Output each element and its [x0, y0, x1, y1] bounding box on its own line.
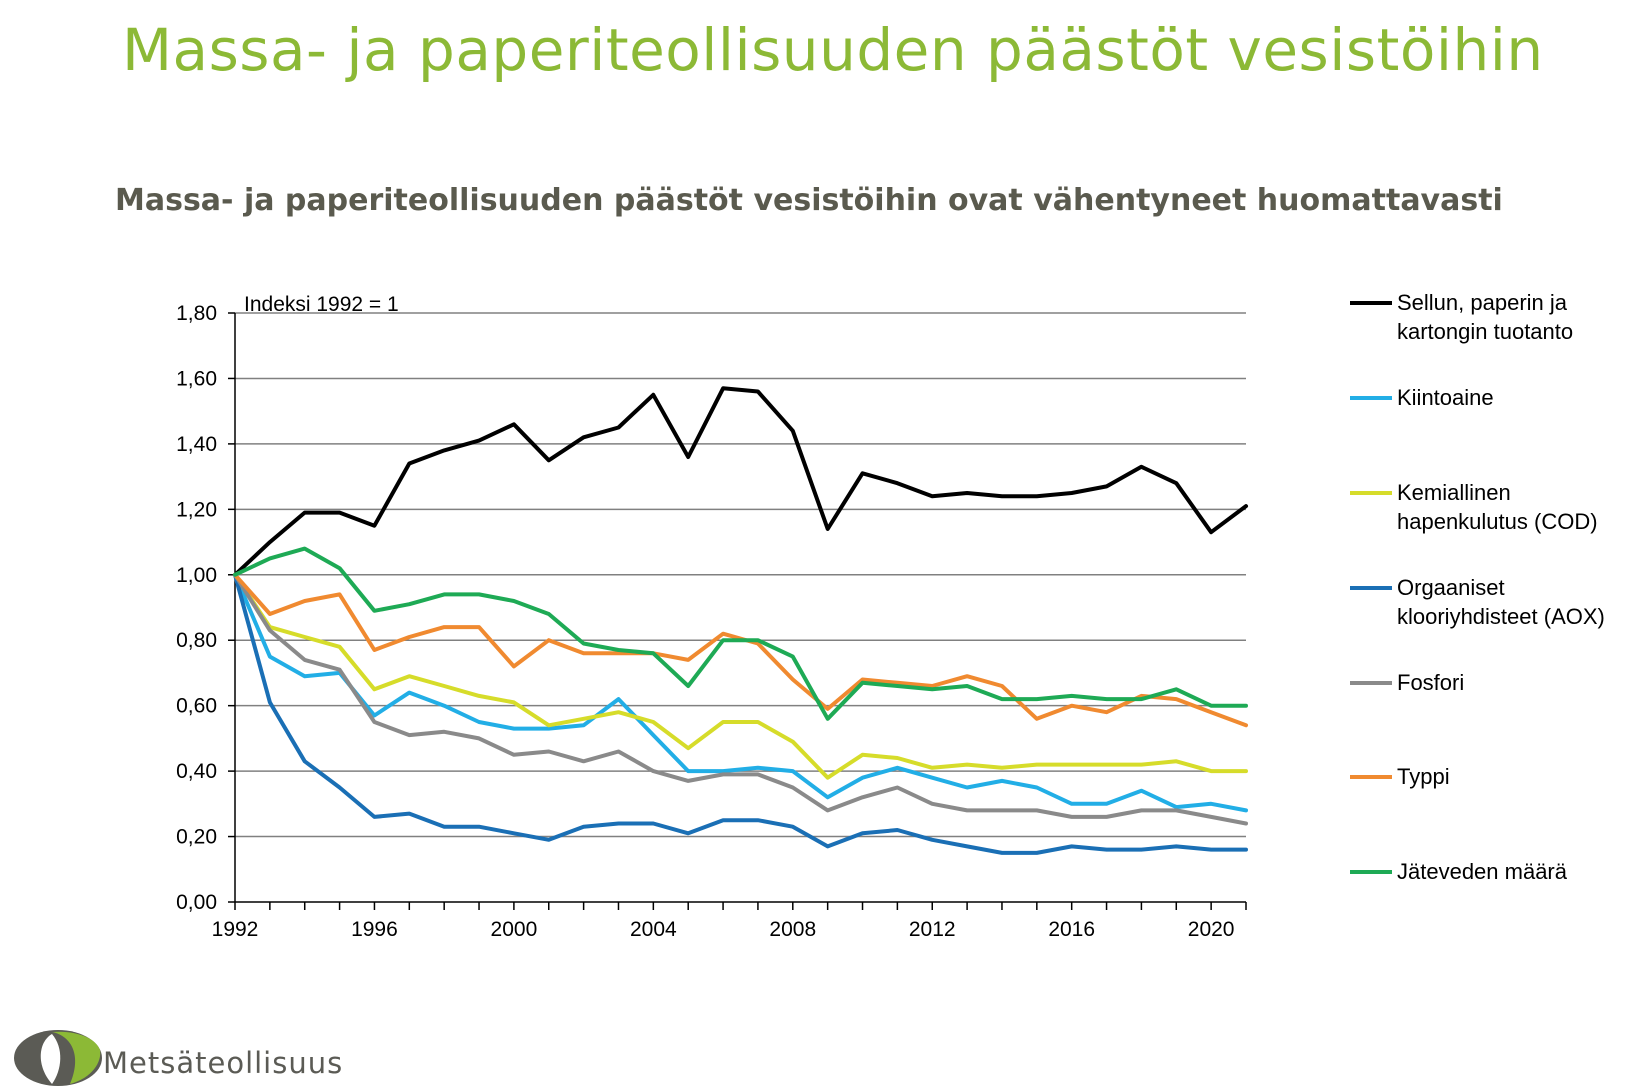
legend-label: Jäteveden määrä [1397, 859, 1568, 884]
x-tick-label: 2020 [1188, 918, 1235, 941]
x-tick-label: 2012 [909, 918, 956, 941]
emissions-line-chart: 0,00 0,20 0,40 0,60 0,80 1,00 1,20 1,40 1,60 1,80… [176, 290, 1605, 941]
y-tick-label: 0,60 [176, 695, 217, 718]
series-line [233, 572, 1248, 813]
legend-label: Kemiallinen [1397, 480, 1511, 505]
y-tick-label: 1,60 [176, 367, 217, 390]
logo-text: Metsäteollisuus [103, 1046, 344, 1080]
x-axis-tick-labels: 1992 1996 2000 2004 2008 2012 2016 2020 [212, 918, 1235, 941]
page-title: Massa- ja paperiteollisuuden päästöt ves… [122, 16, 1544, 84]
legend-label: Orgaaniset [1397, 575, 1505, 600]
y-tick-label: 1,40 [176, 433, 217, 456]
legend-label: kartongin tuotanto [1397, 319, 1573, 344]
series-line [233, 572, 1248, 728]
chart-gridlines [235, 312, 1246, 838]
y-tick-label: 1,80 [176, 302, 217, 325]
x-tick-label: 1996 [351, 918, 398, 941]
chart-series [233, 386, 1248, 855]
x-tick-label: 2004 [630, 918, 677, 941]
metsateollisuus-logo-icon [14, 1030, 102, 1086]
y-axis-tick-labels: 0,00 0,20 0,40 0,60 0,80 1,00 1,20 1,40 1,60 1,80 [176, 302, 217, 914]
legend-label: Typpi [1397, 764, 1450, 789]
chart-legend: Sellun, paperin ja kartongin tuotanto Kiin… [1350, 290, 1605, 884]
index-annotation: Indeksi 1992 = 1 [244, 293, 399, 316]
y-tick-label: 1,00 [176, 564, 217, 587]
x-tick-label: 2000 [491, 918, 538, 941]
y-tick-label: 0,80 [176, 629, 217, 652]
legend-label: Kiintoaine [1397, 385, 1494, 410]
x-tick-label: 1992 [212, 918, 259, 941]
y-tick-label: 1,20 [176, 498, 217, 521]
series-line [233, 546, 1248, 721]
legend-label: klooriyhdisteet (AOX) [1397, 604, 1605, 629]
series-line [233, 572, 1248, 855]
series-line [233, 386, 1248, 577]
series-line [233, 572, 1248, 780]
page-subtitle: Massa- ja paperiteollisuuden päästöt ves… [115, 183, 1503, 218]
legend-label: hapenkulutus (COD) [1397, 509, 1598, 534]
legend-label: Fosfori [1397, 670, 1464, 695]
x-tick-label: 2008 [769, 918, 816, 941]
y-tick-label: 0,20 [176, 826, 217, 849]
legend-label: Sellun, paperin ja [1397, 290, 1568, 315]
y-tick-label: 0,00 [176, 891, 217, 914]
y-tick-label: 0,40 [176, 760, 217, 783]
x-tick-label: 2016 [1048, 918, 1095, 941]
chart-axes [228, 312, 1247, 910]
series-line [233, 572, 1248, 826]
